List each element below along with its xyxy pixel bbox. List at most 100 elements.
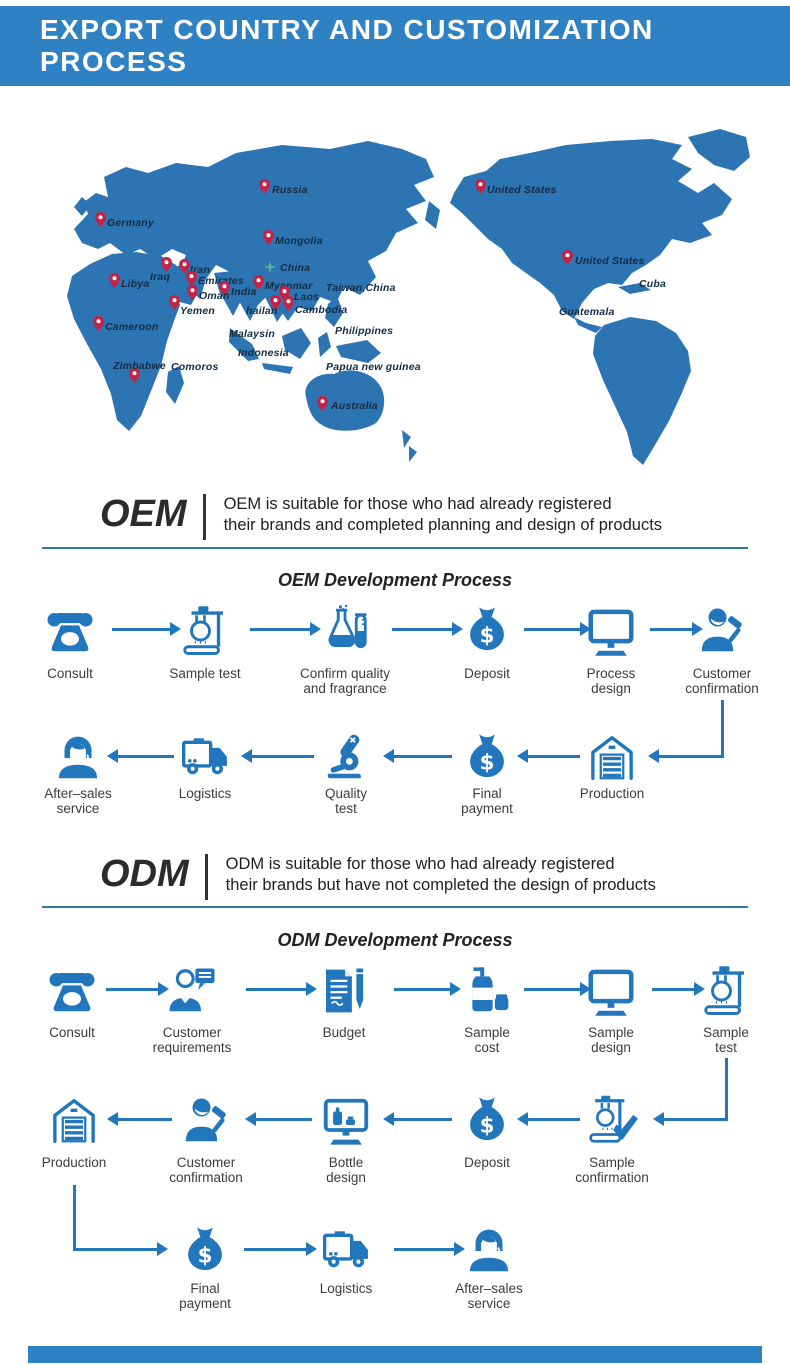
doc-icon [317,964,371,1018]
money-icon [460,604,514,658]
flow-arrow-right [394,981,461,996]
map-country-label: Germany [107,217,154,229]
flow-arrow-right [112,621,181,636]
map-country-label: Indonesia [238,347,289,359]
labcheck-icon [585,1094,639,1148]
process-step-label: Logistics [178,786,232,801]
vertical-divider [202,494,206,540]
location-pin-icon [187,285,198,300]
location-pin-icon [317,396,328,411]
process-step-label: Sample cost [464,1025,510,1055]
flow-arrow-left [517,1111,580,1126]
map-country-label: Cuba [639,278,667,290]
arrowhead-icon [580,981,591,996]
flow-arrow-right [250,621,321,636]
oem-title: OEM [100,493,187,535]
map-country-label: Zimbabwe [113,360,166,372]
flow-arrow-left [241,748,314,763]
process-step-label: Customer confirmation [685,666,759,696]
arrowhead-icon [517,748,528,763]
flow-arrow-right [106,981,169,996]
odm-description: ODM is suitable for those who had alread… [225,855,656,894]
arrowhead-icon [648,748,659,763]
odm-divider-line [42,906,748,908]
map-country-label: Taiwan,China [326,282,396,294]
flow-connector-line [724,1058,728,1121]
process-step-label: Deposit [464,1155,510,1170]
flow-arrow-left [383,748,452,763]
map-country-label: United States [487,184,557,196]
location-pin-icon [95,212,106,227]
map-country-label: Myanmar [265,280,313,292]
flow-connector-line [72,1185,76,1251]
arrowhead-icon [653,1111,664,1126]
map-country-label: Cameroon [105,321,159,333]
money-icon [178,1224,232,1278]
location-pin-icon [219,281,230,296]
map-country-label: Emirates [198,275,244,287]
map-country-label: India [231,286,257,298]
map-country-label: Libya [121,278,150,290]
monitor-icon [584,964,638,1018]
arrowhead-icon [454,1241,465,1256]
process-step-label: Budget [322,1025,366,1040]
arrowhead-icon [157,1241,168,1256]
process-step-label: Deposit [464,666,510,681]
map-country-label: Russia [272,184,308,196]
location-pin-icon [270,295,281,310]
process-step-label: Customer requirements [152,1025,232,1055]
map-country-label: Iraq [150,271,171,283]
map-country-label: United States [575,255,645,267]
flow-connector-line [720,700,724,758]
process-step-label: Final payment [179,1281,231,1311]
arrowhead-icon [306,1241,317,1256]
odm-title: ODM [100,853,189,895]
location-pin-icon [186,271,197,286]
gavel-icon [695,604,749,658]
process-step-label: Sample test [703,1025,749,1055]
location-pin-icon [263,230,274,245]
arrowhead-icon [450,981,461,996]
process-step-label: Consult [49,1025,95,1040]
arrowhead-icon [107,1111,118,1126]
footer-bar [28,1346,762,1363]
arrowhead-icon [310,621,321,636]
location-pin-icon [161,257,172,272]
flow-arrow-left [653,1111,728,1126]
bdesign-icon [319,1094,373,1148]
process-step-label: Bottle design [326,1155,366,1185]
flow-arrow-right [524,621,591,636]
money-icon [460,1094,514,1148]
flow-arrow-left [648,748,724,763]
arrowhead-icon [306,981,317,996]
process-step-label: Process design [586,666,636,696]
process-step-label: Confirm quality and fragrance [299,666,391,696]
process-step-label: Sample test [169,666,241,681]
truck-icon [319,1224,373,1278]
flow-arrow-right [652,981,705,996]
odm-process-title: ODM Development Process [277,930,513,950]
process-step-label: Production [41,1155,107,1170]
process-step-label: After–sales service [455,1281,523,1311]
flow-arrow-left [383,1111,452,1126]
map-country-label: China [280,262,311,274]
star-marker-icon [264,261,276,273]
location-pin-icon [179,259,190,274]
money-icon [460,731,514,785]
process-step-label: Sample design [588,1025,634,1055]
map-country-label: Philippines [335,325,394,337]
process-step-label: Consult [47,666,93,681]
bottles-icon [460,964,514,1018]
flow-arrow-right [244,1241,317,1256]
arrowhead-icon [692,621,703,636]
header-banner: EXPORT COUNTRY AND CUSTOMIZATION PROCESS [0,6,790,86]
process-step-label: Sample confirmation [575,1155,649,1185]
flow-arrow-left [107,1111,172,1126]
location-pin-icon [93,316,104,331]
map-country-label: Malaysin [229,328,275,340]
lab-icon [178,604,232,658]
flow-arrow-right [246,981,317,996]
arrowhead-icon [383,748,394,763]
flow-arrow-left [107,748,174,763]
location-pin-icon [259,179,270,194]
